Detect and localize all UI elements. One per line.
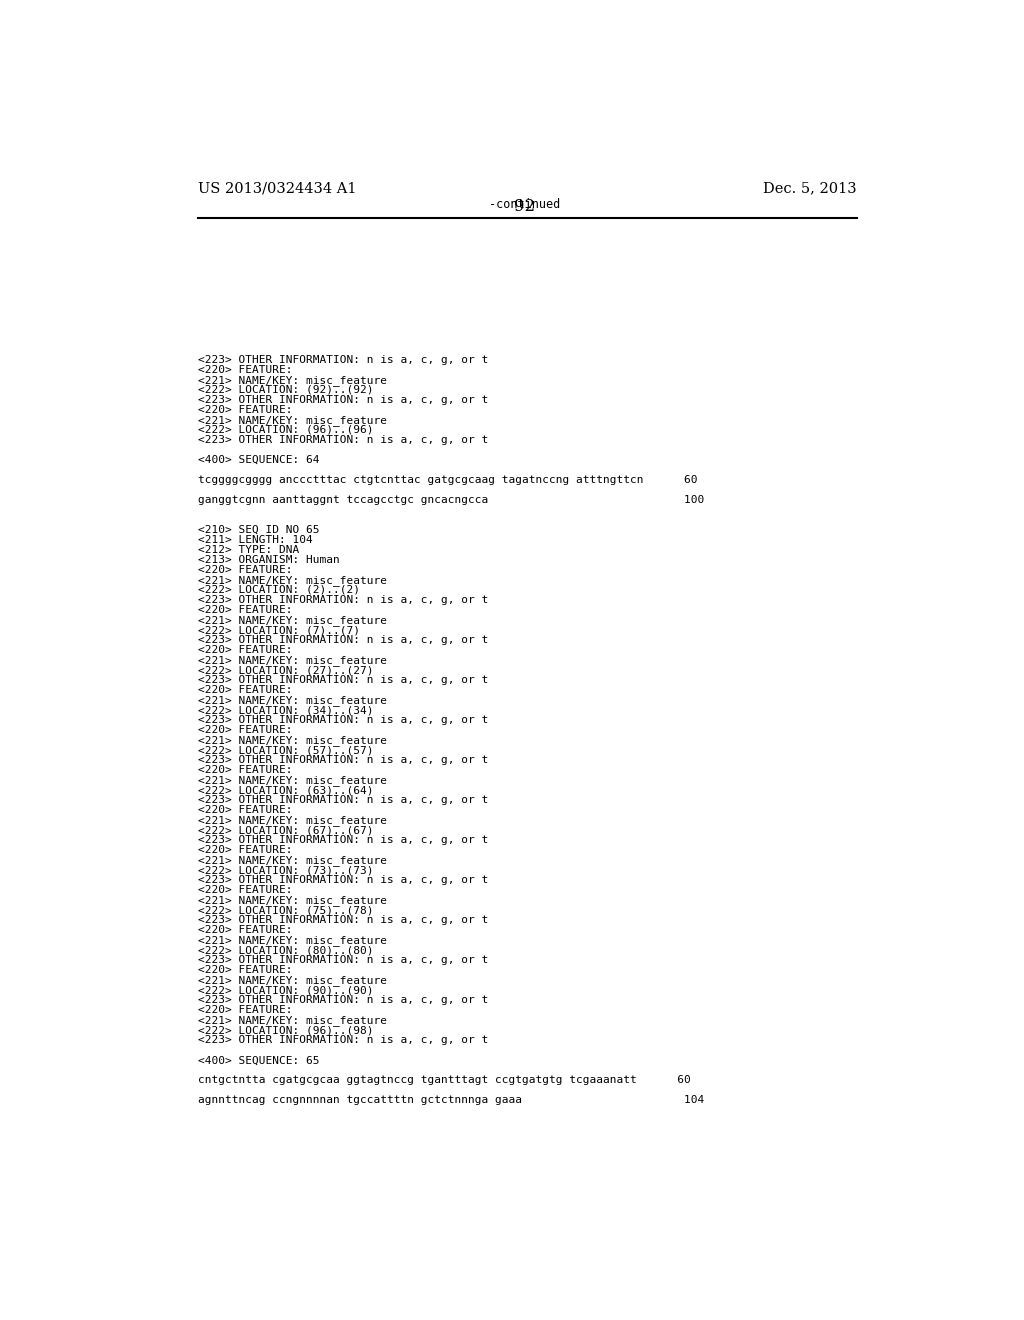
Text: <223> OTHER INFORMATION: n is a, c, g, or t: <223> OTHER INFORMATION: n is a, c, g, o…: [198, 434, 488, 445]
Text: <223> OTHER INFORMATION: n is a, c, g, or t: <223> OTHER INFORMATION: n is a, c, g, o…: [198, 355, 488, 364]
Text: <221> NAME/KEY: misc_feature: <221> NAME/KEY: misc_feature: [198, 414, 387, 426]
Text: <220> FEATURE:: <220> FEATURE:: [198, 605, 292, 615]
Text: <220> FEATURE:: <220> FEATURE:: [198, 364, 292, 375]
Text: <220> FEATURE:: <220> FEATURE:: [198, 766, 292, 775]
Text: <222> LOCATION: (80)..(80): <222> LOCATION: (80)..(80): [198, 945, 374, 956]
Text: <222> LOCATION: (73)..(73): <222> LOCATION: (73)..(73): [198, 866, 374, 875]
Text: <220> FEATURE:: <220> FEATURE:: [198, 886, 292, 895]
Text: <220> FEATURE:: <220> FEATURE:: [198, 685, 292, 696]
Text: cntgctntta cgatgcgcaa ggtagtnccg tgantttagt ccgtgatgtg tcgaaanatt      60: cntgctntta cgatgcgcaa ggtagtnccg tganttt…: [198, 1076, 690, 1085]
Text: <221> NAME/KEY: misc_feature: <221> NAME/KEY: misc_feature: [198, 576, 387, 586]
Text: <223> OTHER INFORMATION: n is a, c, g, or t: <223> OTHER INFORMATION: n is a, c, g, o…: [198, 875, 488, 886]
Text: <220> FEATURE:: <220> FEATURE:: [198, 405, 292, 414]
Text: <220> FEATURE:: <220> FEATURE:: [198, 1006, 292, 1015]
Text: <220> FEATURE:: <220> FEATURE:: [198, 645, 292, 655]
Text: <221> NAME/KEY: misc_feature: <221> NAME/KEY: misc_feature: [198, 975, 387, 986]
Text: <223> OTHER INFORMATION: n is a, c, g, or t: <223> OTHER INFORMATION: n is a, c, g, o…: [198, 995, 488, 1006]
Text: <221> NAME/KEY: misc_feature: <221> NAME/KEY: misc_feature: [198, 895, 387, 907]
Text: <213> ORGANISM: Human: <213> ORGANISM: Human: [198, 554, 340, 565]
Text: <223> OTHER INFORMATION: n is a, c, g, or t: <223> OTHER INFORMATION: n is a, c, g, o…: [198, 1035, 488, 1045]
Text: <222> LOCATION: (90)..(90): <222> LOCATION: (90)..(90): [198, 985, 374, 995]
Text: <223> OTHER INFORMATION: n is a, c, g, or t: <223> OTHER INFORMATION: n is a, c, g, o…: [198, 595, 488, 605]
Text: <220> FEATURE:: <220> FEATURE:: [198, 725, 292, 735]
Text: <221> NAME/KEY: misc_feature: <221> NAME/KEY: misc_feature: [198, 615, 387, 626]
Text: <223> OTHER INFORMATION: n is a, c, g, or t: <223> OTHER INFORMATION: n is a, c, g, o…: [198, 915, 488, 925]
Text: <222> LOCATION: (92)..(92): <222> LOCATION: (92)..(92): [198, 385, 374, 395]
Text: <223> OTHER INFORMATION: n is a, c, g, or t: <223> OTHER INFORMATION: n is a, c, g, o…: [198, 675, 488, 685]
Text: <400> SEQUENCE: 64: <400> SEQUENCE: 64: [198, 455, 319, 465]
Text: US 2013/0324434 A1: US 2013/0324434 A1: [198, 182, 356, 195]
Text: <222> LOCATION: (7)..(7): <222> LOCATION: (7)..(7): [198, 626, 359, 635]
Text: <220> FEATURE:: <220> FEATURE:: [198, 565, 292, 576]
Text: <222> LOCATION: (34)..(34): <222> LOCATION: (34)..(34): [198, 705, 374, 715]
Text: <221> NAME/KEY: misc_feature: <221> NAME/KEY: misc_feature: [198, 936, 387, 946]
Text: <221> NAME/KEY: misc_feature: <221> NAME/KEY: misc_feature: [198, 735, 387, 746]
Text: <212> TYPE: DNA: <212> TYPE: DNA: [198, 545, 299, 554]
Text: <223> OTHER INFORMATION: n is a, c, g, or t: <223> OTHER INFORMATION: n is a, c, g, o…: [198, 836, 488, 845]
Text: <223> OTHER INFORMATION: n is a, c, g, or t: <223> OTHER INFORMATION: n is a, c, g, o…: [198, 956, 488, 965]
Text: <220> FEATURE:: <220> FEATURE:: [198, 845, 292, 855]
Text: <222> LOCATION: (75)..(78): <222> LOCATION: (75)..(78): [198, 906, 374, 915]
Text: <220> FEATURE:: <220> FEATURE:: [198, 965, 292, 975]
Text: <221> NAME/KEY: misc_feature: <221> NAME/KEY: misc_feature: [198, 855, 387, 866]
Text: <221> NAME/KEY: misc_feature: <221> NAME/KEY: misc_feature: [198, 375, 387, 385]
Text: <221> NAME/KEY: misc_feature: <221> NAME/KEY: misc_feature: [198, 816, 387, 826]
Text: -continued: -continued: [489, 198, 560, 211]
Text: <221> NAME/KEY: misc_feature: <221> NAME/KEY: misc_feature: [198, 696, 387, 706]
Text: <223> OTHER INFORMATION: n is a, c, g, or t: <223> OTHER INFORMATION: n is a, c, g, o…: [198, 755, 488, 766]
Text: <211> LENGTH: 104: <211> LENGTH: 104: [198, 535, 312, 545]
Text: <220> FEATURE:: <220> FEATURE:: [198, 805, 292, 816]
Text: <223> OTHER INFORMATION: n is a, c, g, or t: <223> OTHER INFORMATION: n is a, c, g, o…: [198, 715, 488, 725]
Text: <223> OTHER INFORMATION: n is a, c, g, or t: <223> OTHER INFORMATION: n is a, c, g, o…: [198, 795, 488, 805]
Text: ganggtcgnn aanttaggnt tccagcctgc gncacngcca                             100: ganggtcgnn aanttaggnt tccagcctgc gncacng…: [198, 495, 705, 504]
Text: <222> LOCATION: (96)..(96): <222> LOCATION: (96)..(96): [198, 425, 374, 434]
Text: <210> SEQ ID NO 65: <210> SEQ ID NO 65: [198, 525, 319, 535]
Text: <222> LOCATION: (57)..(57): <222> LOCATION: (57)..(57): [198, 744, 374, 755]
Text: tcggggcgggg anccctttac ctgtcnttac gatgcgcaag tagatnccng atttngttcn      60: tcggggcgggg anccctttac ctgtcnttac gatgcg…: [198, 475, 697, 484]
Text: 92: 92: [514, 198, 536, 215]
Text: <222> LOCATION: (67)..(67): <222> LOCATION: (67)..(67): [198, 825, 374, 836]
Text: <220> FEATURE:: <220> FEATURE:: [198, 925, 292, 936]
Text: <222> LOCATION: (63)..(64): <222> LOCATION: (63)..(64): [198, 785, 374, 795]
Text: <400> SEQUENCE: 65: <400> SEQUENCE: 65: [198, 1056, 319, 1065]
Text: <222> LOCATION: (96)..(98): <222> LOCATION: (96)..(98): [198, 1026, 374, 1035]
Text: <221> NAME/KEY: misc_feature: <221> NAME/KEY: misc_feature: [198, 775, 387, 787]
Text: <222> LOCATION: (27)..(27): <222> LOCATION: (27)..(27): [198, 665, 374, 675]
Text: Dec. 5, 2013: Dec. 5, 2013: [763, 182, 856, 195]
Text: <221> NAME/KEY: misc_feature: <221> NAME/KEY: misc_feature: [198, 655, 387, 667]
Text: <223> OTHER INFORMATION: n is a, c, g, or t: <223> OTHER INFORMATION: n is a, c, g, o…: [198, 635, 488, 645]
Text: <221> NAME/KEY: misc_feature: <221> NAME/KEY: misc_feature: [198, 1015, 387, 1027]
Text: <222> LOCATION: (2)..(2): <222> LOCATION: (2)..(2): [198, 585, 359, 595]
Text: agnnttncag ccngnnnnan tgccattttn gctctnnnga gaaa                        104: agnnttncag ccngnnnnan tgccattttn gctctnn…: [198, 1096, 705, 1105]
Text: <223> OTHER INFORMATION: n is a, c, g, or t: <223> OTHER INFORMATION: n is a, c, g, o…: [198, 395, 488, 405]
